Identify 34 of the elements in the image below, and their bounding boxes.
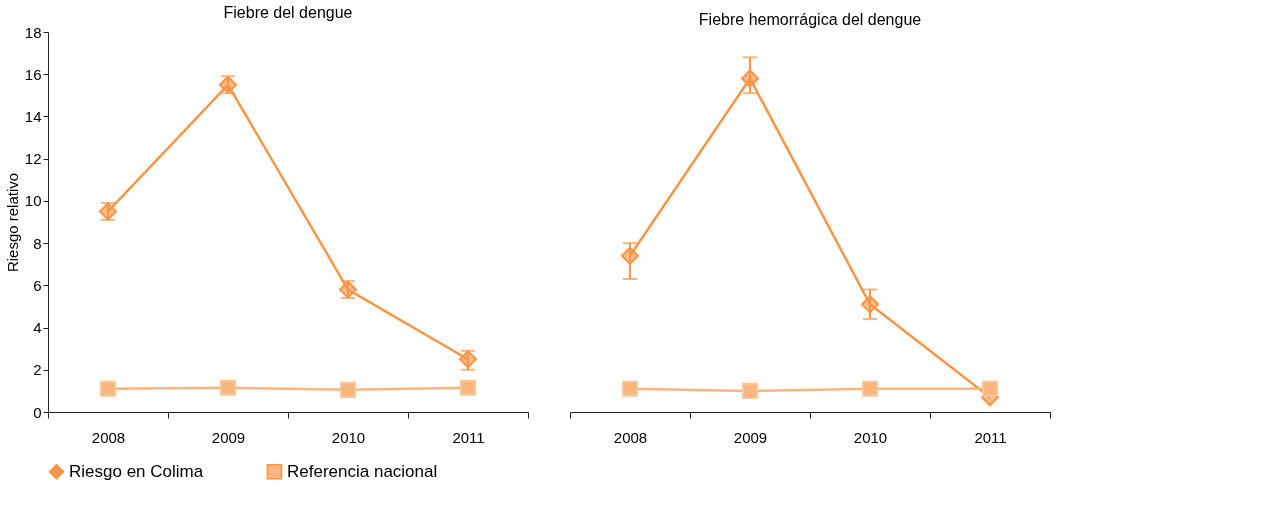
- y-tick-label: 6: [33, 276, 42, 294]
- point: [339, 381, 357, 398]
- point: [219, 379, 237, 396]
- y-tick-label: 8: [33, 234, 42, 252]
- legend-label: Riesgo en Colima: [69, 461, 204, 481]
- x-tick-label: 2008: [613, 428, 648, 446]
- y-tick-label: 0: [33, 403, 42, 421]
- y-axis-title: Riesgo relativo: [3, 172, 21, 273]
- legend-label: Referencia nacional: [287, 461, 438, 481]
- point: [861, 380, 879, 397]
- point: [741, 382, 759, 399]
- x-tick-label: 2010: [853, 428, 888, 446]
- point: [99, 380, 117, 397]
- point: [740, 69, 760, 88]
- point: [981, 380, 999, 397]
- point: [620, 246, 640, 265]
- y-tick-label: 14: [24, 107, 42, 125]
- x-tick-label: 2009: [211, 428, 246, 446]
- x-tick-label: 2009: [733, 428, 768, 446]
- x-tick-label: 2011: [974, 428, 1007, 446]
- x-tick-label: 2011: [452, 428, 485, 446]
- y-tick-label: 10: [24, 192, 42, 210]
- point: [621, 380, 639, 397]
- chart-title: Fiebre del dengue: [223, 4, 353, 21]
- y-tick-label: 12: [24, 150, 42, 168]
- chart-title: Fiebre hemorrágica del dengue: [698, 11, 922, 28]
- y-tick-label: 4: [33, 319, 42, 337]
- y-tick-label: 16: [24, 65, 42, 83]
- x-tick-label: 2008: [91, 428, 126, 446]
- point: [860, 295, 880, 314]
- y-tick-label: 18: [24, 23, 42, 41]
- point: [459, 379, 477, 396]
- y-tick-label: 2: [33, 361, 42, 379]
- x-tick-label: 2010: [331, 428, 366, 446]
